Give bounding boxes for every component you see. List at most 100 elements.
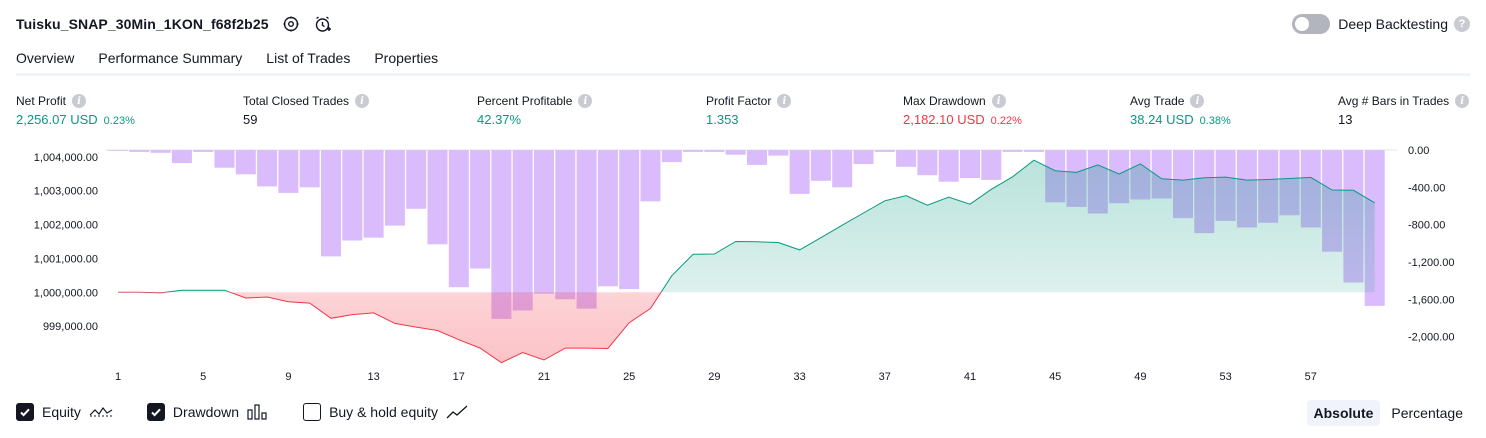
info-icon[interactable]: i xyxy=(72,94,87,108)
drawdown-bar xyxy=(278,150,299,193)
y-right-tick-label: -400.00 xyxy=(1408,182,1445,194)
gear-icon[interactable] xyxy=(281,14,301,34)
metric-value: 1.353 xyxy=(706,112,739,127)
drawdown-bar xyxy=(129,150,150,152)
drawdown-bar xyxy=(555,150,576,300)
metric-label: Avg # Bars in Trades xyxy=(1338,94,1450,108)
drawdown-bar xyxy=(704,150,725,152)
x-tick-label: 13 xyxy=(367,371,379,383)
x-tick-label: 5 xyxy=(200,371,206,383)
drawdown-bar xyxy=(768,150,789,156)
metric-value: 13 xyxy=(1338,112,1353,127)
drawdown-bar xyxy=(960,150,980,178)
y-right-tick-label: -800.00 xyxy=(1408,220,1445,232)
drawdown-bar xyxy=(214,150,235,168)
drawdown-bar xyxy=(810,150,831,181)
drawdown-bar xyxy=(534,150,554,294)
drawdown-bar xyxy=(257,150,278,187)
drawdown-bar xyxy=(640,150,661,202)
metric-total-closed-trades: Total Closed Trades i 59 xyxy=(243,92,370,128)
metric-percent: 0.38% xyxy=(1199,115,1231,127)
tab-list-of-trades[interactable]: List of Trades xyxy=(266,50,351,66)
drawdown-bar xyxy=(427,150,448,245)
legend-label: Drawdown xyxy=(172,404,240,420)
legend-buy-hold-equity[interactable]: Buy & hold equity xyxy=(303,403,470,421)
y-left-tick-label: 1,001,000.00 xyxy=(34,253,98,265)
x-tick-label: 25 xyxy=(623,371,635,383)
info-icon[interactable]: i xyxy=(578,94,593,108)
value-mode-switch: Absolute Percentage xyxy=(1303,400,1471,426)
drawdown-bar xyxy=(853,150,874,164)
y-right-tick-label: -1,200.00 xyxy=(1408,257,1454,269)
help-icon[interactable]: ? xyxy=(1454,16,1470,32)
checkbox-drawdown[interactable] xyxy=(146,403,165,421)
x-tick-label: 41 xyxy=(964,371,976,383)
drawdown-bar xyxy=(321,150,341,257)
drawdown-bar xyxy=(150,150,171,153)
drawdown-bar xyxy=(1002,150,1023,152)
equity-loss-area xyxy=(118,292,662,363)
drawdown-bar xyxy=(512,150,533,311)
metric-avg-bars-in-trades: Avg # Bars in Trades i 13 xyxy=(1338,92,1470,128)
y-axis-right: 0.00 -400.00 -800.00 -1,200.00 -1,600.00 -2,0… xyxy=(1408,145,1454,344)
strategy-name: Tuisku_SNAP_30Min_1KON_f68f2b25 xyxy=(16,16,269,32)
x-tick-label: 1 xyxy=(115,371,121,383)
tab-divider xyxy=(16,73,1470,76)
y-left-tick-label: 1,004,000.00 xyxy=(34,152,98,164)
info-icon[interactable]: i xyxy=(777,94,792,108)
checkbox-buy-hold-equity[interactable] xyxy=(303,403,322,421)
drawdown-bar xyxy=(725,150,746,155)
tab-bar: Overview Performance Summary List of Tra… xyxy=(16,44,462,76)
x-tick-label: 21 xyxy=(538,371,550,383)
buy-hold-line-icon xyxy=(446,404,470,420)
metric-profit-factor: Profit Factor i 1.353 xyxy=(706,92,792,128)
equity-line-icon xyxy=(89,404,113,420)
legend-label: Buy & hold equity xyxy=(329,404,439,420)
y-right-tick-label: -1,600.00 xyxy=(1408,294,1454,306)
y-left-tick-label: 1,003,000.00 xyxy=(34,186,98,198)
tab-properties[interactable]: Properties xyxy=(374,50,439,66)
drawdown-bar xyxy=(683,150,704,152)
percentage-button[interactable]: Percentage xyxy=(1391,405,1463,421)
tab-overview[interactable]: Overview xyxy=(16,44,75,76)
x-tick-label: 17 xyxy=(453,371,465,383)
metric-value: 59 xyxy=(243,112,258,127)
drawdown-bar xyxy=(576,150,597,309)
deep-backtesting-toggle[interactable] xyxy=(1292,14,1331,34)
drawdown-bar xyxy=(235,150,256,175)
legend-equity[interactable]: Equity xyxy=(16,403,113,421)
info-icon[interactable]: i xyxy=(1455,94,1470,108)
checkbox-equity[interactable] xyxy=(16,403,34,421)
x-tick-label: 37 xyxy=(879,371,891,383)
deep-backtesting-label: Deep Backtesting xyxy=(1338,16,1448,32)
drawdown-bar xyxy=(981,150,1002,180)
drawdown-bar xyxy=(896,150,917,167)
metric-avg-trade: Avg Trade i 38.24 USD 0.38% xyxy=(1130,92,1231,128)
equity-area xyxy=(118,160,1375,363)
absolute-button[interactable]: Absolute xyxy=(1306,400,1381,426)
metric-label: Percent Profitable xyxy=(477,94,573,108)
metric-net-profit: Net Profit i 2,256.07 USD 0.23% xyxy=(16,92,135,128)
drawdown-bar xyxy=(342,150,363,241)
metric-percent-profitable: Percent Profitable i 42.37% xyxy=(477,92,593,128)
drawdown-bar xyxy=(619,150,640,290)
drawdown-bar xyxy=(789,150,810,194)
drawdown-bar xyxy=(832,150,853,188)
drawdown-bar xyxy=(406,150,427,209)
metric-label: Profit Factor xyxy=(706,94,772,108)
x-axis: 1 5 9 13 17 21 25 29 33 37 41 45 49 53 57 xyxy=(115,371,1317,383)
alarm-clock-plus-icon[interactable] xyxy=(313,14,333,34)
tab-performance-summary[interactable]: Performance Summary xyxy=(98,50,243,66)
drawdown-bar xyxy=(384,150,405,226)
drawdown-bar xyxy=(597,150,618,287)
drawdown-bar xyxy=(661,150,682,163)
info-icon[interactable]: i xyxy=(991,94,1006,108)
metric-value: 42.37% xyxy=(477,112,522,127)
y-left-tick-label: 999,000.00 xyxy=(43,321,98,333)
drawdown-bar xyxy=(193,150,214,152)
info-icon[interactable]: i xyxy=(1190,94,1205,108)
x-tick-label: 33 xyxy=(793,371,805,383)
legend-drawdown[interactable]: Drawdown xyxy=(146,403,269,421)
drawdown-bar xyxy=(491,150,512,319)
info-icon[interactable]: i xyxy=(355,94,370,108)
